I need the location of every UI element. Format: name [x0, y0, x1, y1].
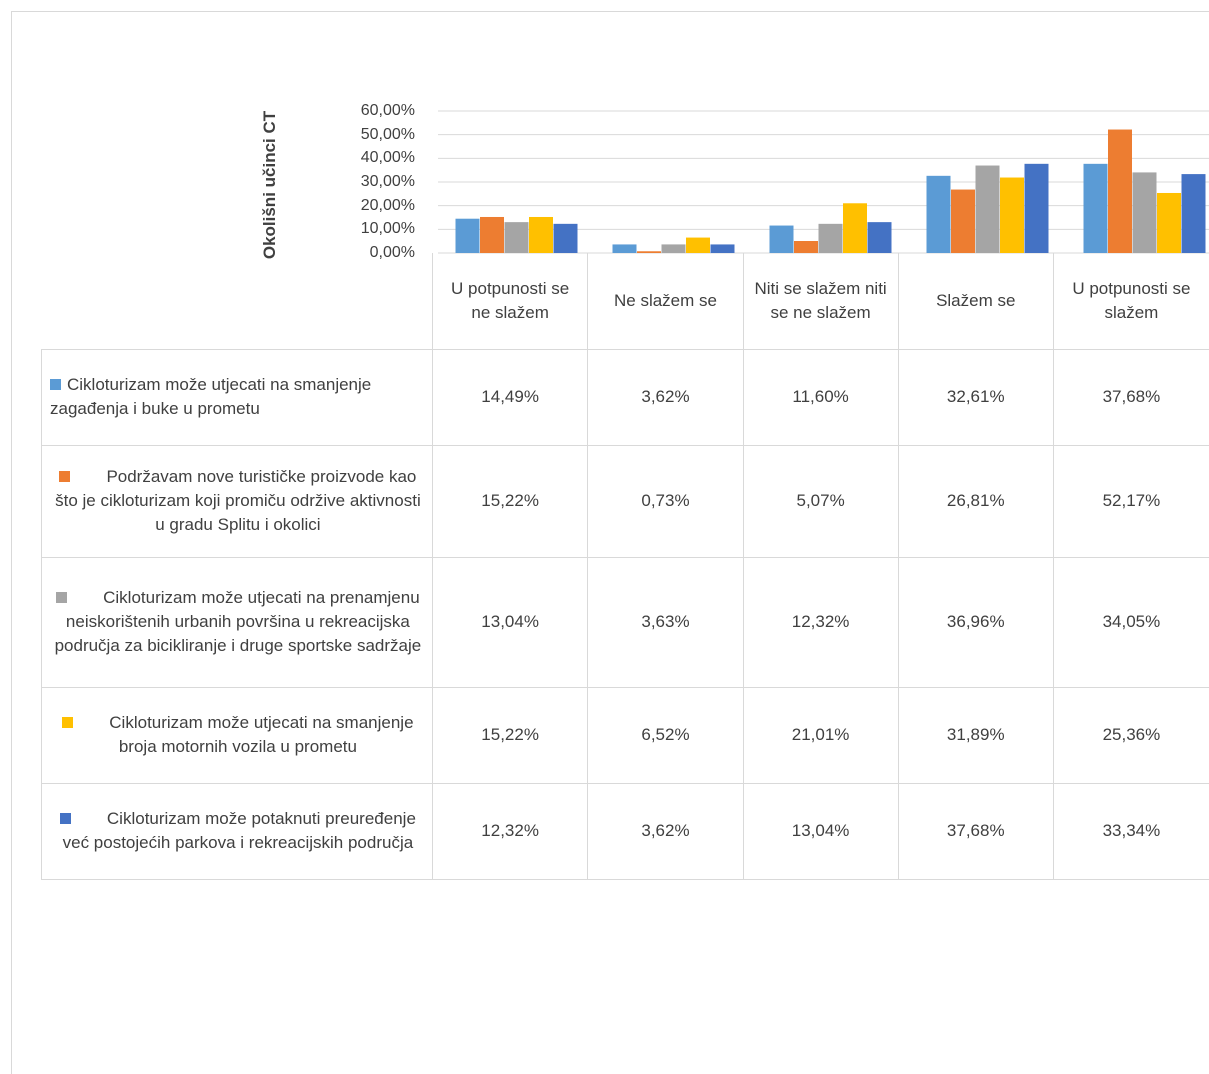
bar-series-1-category-1 [455, 218, 480, 253]
y-tick-label: 20,00% [360, 196, 415, 214]
data-value: 15,22% [431, 444, 589, 558]
bar-series-5-category-5 [1181, 174, 1206, 253]
table-row: Podržavam nove turističke proizvode kao … [41, 444, 1209, 558]
bar-series-5-category-1 [553, 223, 578, 253]
series-name: Cikloturizam može utjecati na smanjenje … [50, 375, 372, 418]
bar-series-2-category-5 [1108, 129, 1132, 253]
series-label: Cikloturizam može utjecati na smanjenje … [41, 348, 433, 446]
series-name: Podržavam nove turističke proizvode kao … [55, 467, 421, 534]
bar-series-2-category-1 [480, 216, 504, 253]
data-value: 13,04% [431, 556, 589, 688]
table-header-row: U potpunosti se ne slažem Ne slažem se Nit… [41, 253, 1209, 350]
category-label: U potpunosti se slažem [1052, 253, 1209, 350]
category-label: Niti se slažem niti se ne slažem [742, 253, 899, 350]
bar-series-5-category-4 [1024, 163, 1049, 253]
data-value: 3,63% [587, 556, 744, 688]
y-tick-label: 10,00% [360, 220, 415, 238]
bar-series-2-category-2 [637, 251, 661, 253]
data-value: 14,49% [431, 348, 589, 446]
data-value: 12,32% [742, 556, 899, 688]
data-value: 26,81% [897, 444, 1054, 558]
y-tick-label: 60,00% [360, 102, 415, 119]
bar-series-4-category-4 [1000, 177, 1024, 253]
bar-series-3-category-5 [1132, 172, 1157, 253]
legend-key-icon [62, 717, 74, 728]
series-label: Cikloturizam može potaknuti preuređenje … [41, 782, 433, 880]
data-value: 15,22% [431, 686, 589, 784]
category-label: U potpunosti se ne slažem [431, 253, 589, 350]
bar-series-3-category-2 [661, 244, 686, 253]
data-value: 36,96% [897, 556, 1054, 688]
legend-key-icon [50, 379, 61, 390]
bar-series-2-category-4 [951, 189, 975, 253]
series-name: Cikloturizam može utjecati na smanjenje … [109, 713, 414, 756]
legend-key-icon [59, 813, 71, 824]
bar-series-3-category-1 [504, 222, 529, 253]
series-label: Cikloturizam može utjecati na prenamjenu… [41, 556, 433, 688]
bar-series-4-category-3 [843, 203, 867, 253]
category-label: Slažem se [897, 253, 1054, 350]
legend-key-icon [59, 471, 71, 482]
bar-series-4-category-2 [686, 237, 710, 253]
legend-key-icon [56, 592, 68, 603]
data-value: 12,32% [431, 782, 589, 880]
table-row: Cikloturizam može utjecati na prenamjenu… [41, 556, 1209, 688]
table-row: Cikloturizam može utjecati na smanjenje … [41, 348, 1209, 446]
bar-series-5-category-2 [710, 244, 735, 253]
category-label: Ne slažem se [587, 253, 744, 350]
series-label: Cikloturizam može utjecati na smanjenje … [41, 686, 433, 784]
bar-series-4-category-5 [1157, 192, 1181, 253]
data-value: 52,17% [1052, 444, 1209, 558]
bar-series-4-category-1 [529, 216, 553, 253]
series-label: Podržavam nove turističke proizvode kao … [41, 444, 433, 558]
bar-series-1-category-3 [769, 225, 794, 253]
data-value: 21,01% [742, 686, 899, 784]
data-value: 37,68% [897, 782, 1054, 880]
bar-series-3-category-4 [975, 165, 1000, 253]
table-corner [41, 253, 433, 350]
data-value: 6,52% [587, 686, 744, 784]
table-row: Cikloturizam može potaknuti preuređenje … [41, 782, 1209, 880]
y-tick-label: 40,00% [360, 149, 415, 167]
bar-series-1-category-2 [612, 244, 637, 253]
data-value: 3,62% [587, 782, 744, 880]
data-value: 32,61% [897, 348, 1054, 446]
bar-series-2-category-3 [794, 241, 818, 253]
data-value: 31,89% [897, 686, 1054, 784]
data-value: 37,68% [1052, 348, 1209, 446]
data-value: 34,05% [1052, 556, 1209, 688]
chart-frame [11, 11, 1209, 1074]
table-row: Cikloturizam može utjecati na smanjenje … [41, 686, 1209, 784]
data-value: 25,36% [1052, 686, 1209, 784]
data-table: U potpunosti se ne slažem Ne slažem se Nit… [41, 253, 1209, 880]
y-tick-label: 30,00% [360, 173, 415, 190]
y-tick-label: 50,00% [360, 125, 415, 143]
bar-series-1-category-5 [1083, 163, 1108, 253]
data-value: 13,04% [742, 782, 899, 880]
data-value: 5,07% [742, 444, 899, 558]
data-value: 33,34% [1052, 782, 1209, 880]
data-value: 3,62% [587, 348, 744, 446]
bar-series-1-category-4 [926, 175, 951, 253]
data-value: 0,73% [587, 444, 744, 558]
series-name: Cikloturizam može potaknuti preuređenje … [62, 809, 416, 852]
bar-series-3-category-3 [818, 223, 843, 253]
data-value: 11,60% [742, 348, 899, 446]
series-name: Cikloturizam može utjecati na prenamjenu… [54, 588, 422, 655]
bar-series-5-category-3 [867, 222, 892, 253]
